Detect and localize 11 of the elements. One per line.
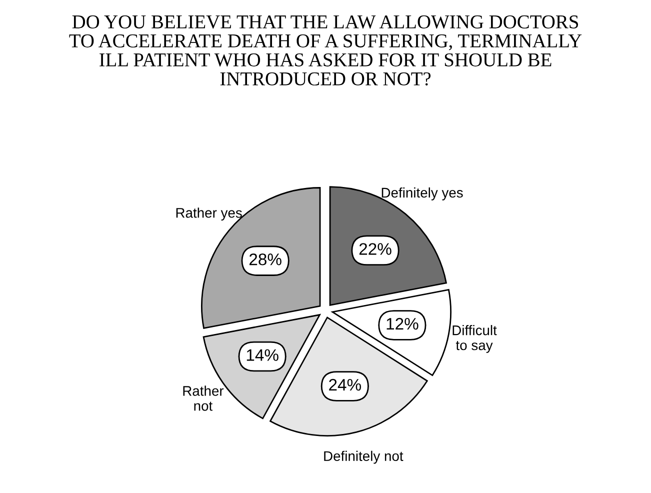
data-label: 24% <box>329 378 362 391</box>
slice-label: Rather not <box>183 386 224 411</box>
data-label: 22% <box>359 243 392 255</box>
data-label: 12% <box>386 318 418 330</box>
slice-label: Definitely yes <box>382 187 463 200</box>
slice-label: Rather yes <box>176 208 242 221</box>
data-label: 28% <box>249 253 282 266</box>
data-label: 14% <box>246 349 278 361</box>
slice-label: Definitely not <box>324 450 404 464</box>
legend-label: Difficult to say <box>452 325 497 353</box>
chart-title: DO YOU BELIEVE THAT THE LAW ALLOWING DOCTORS TO ACCELERATE DEATH OF A SUFFERING, TERMINALLY ILL PATIENT WHO HAS ASKED FOR IT SHOULD BE INTRODUCED OR NOT? <box>69 15 582 86</box>
